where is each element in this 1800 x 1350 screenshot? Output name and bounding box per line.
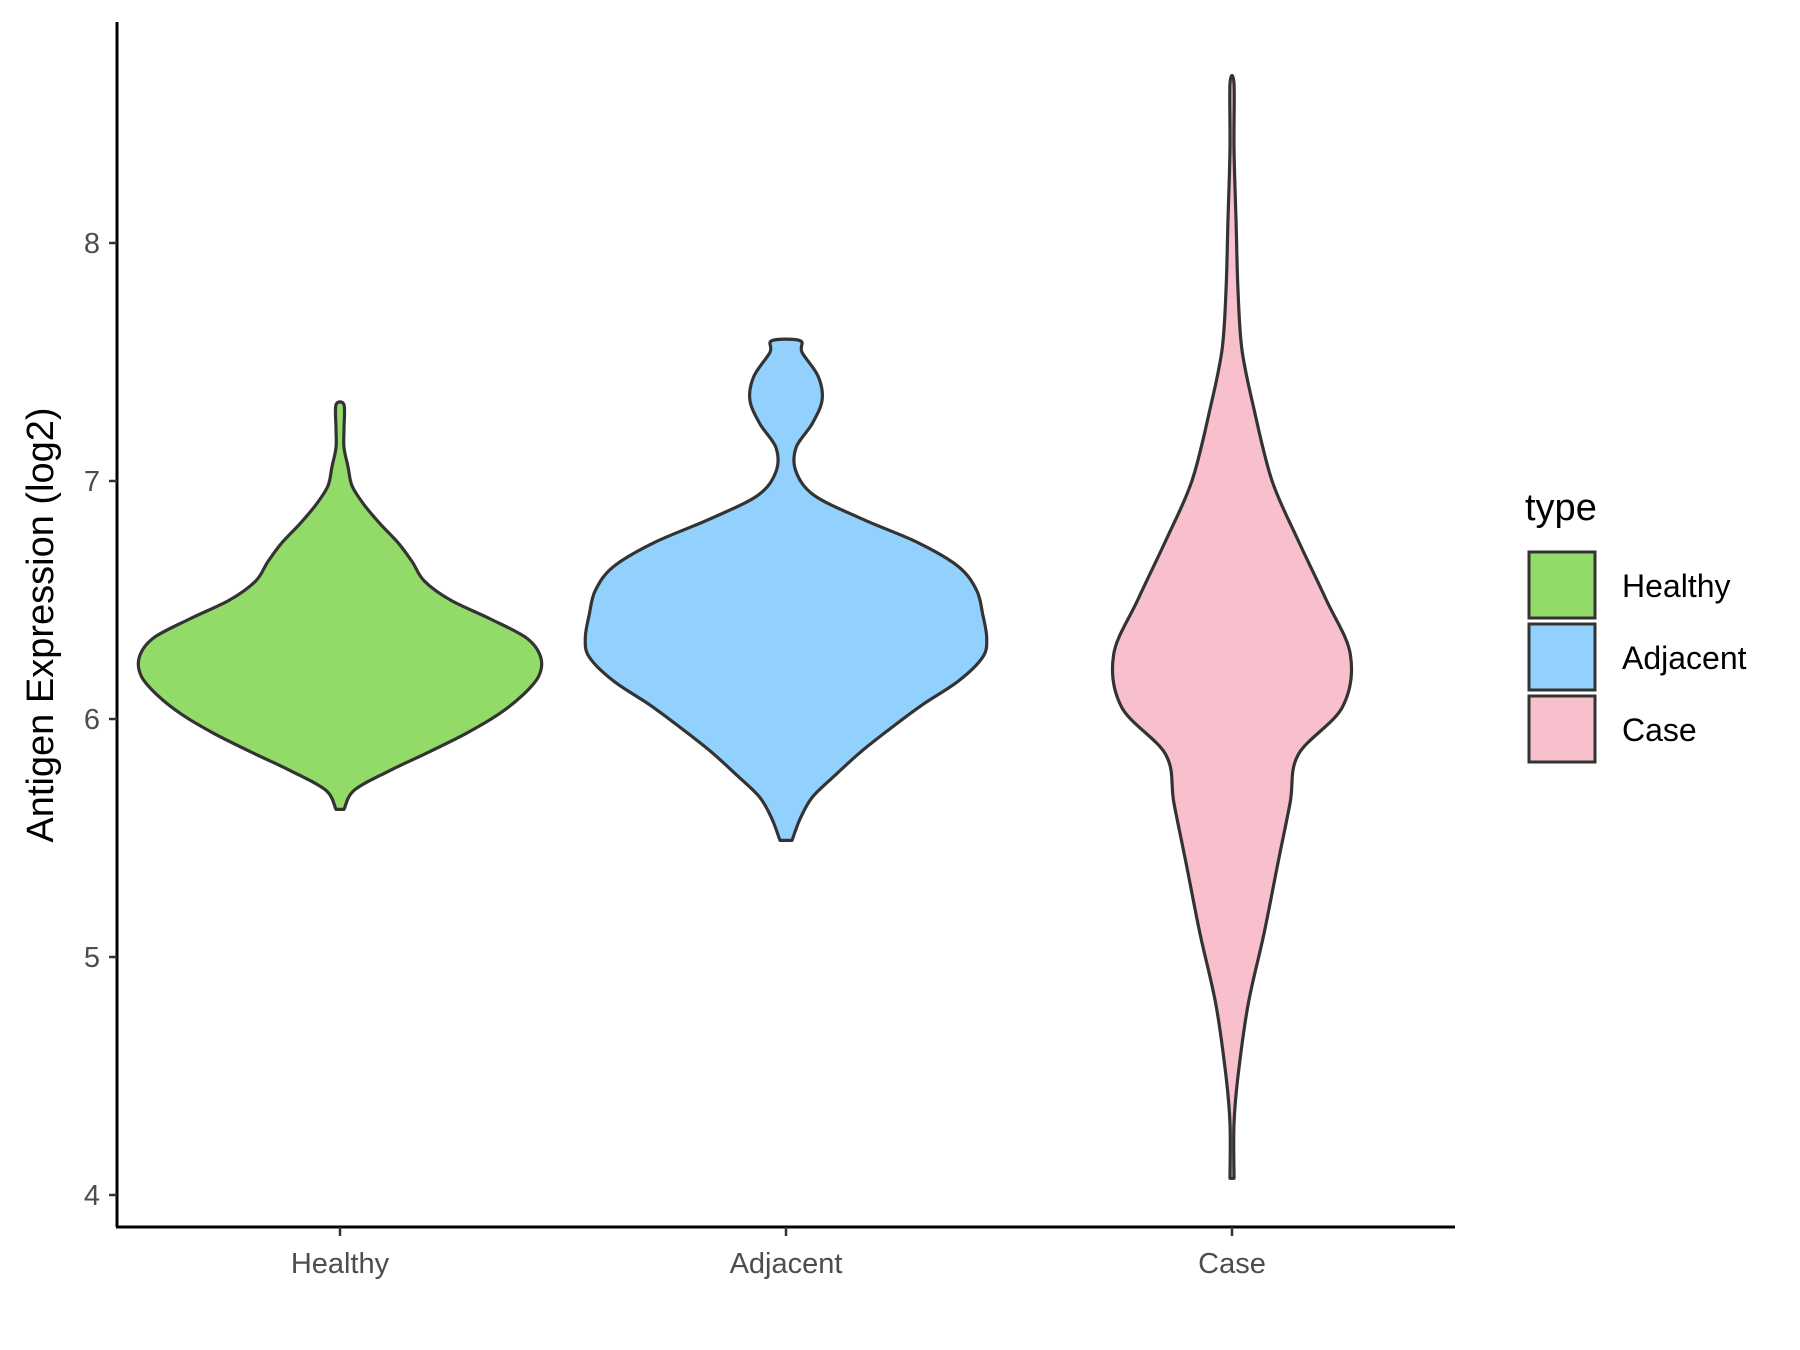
y-axis-ticks: 4 5 6 7 8 [84,228,117,1212]
y-tick-label: 7 [84,466,100,498]
x-tick-label: Healthy [291,1248,390,1280]
x-tick-label: Adjacent [730,1248,843,1280]
x-axis-ticks: Healthy Adjacent Case [291,1227,1266,1280]
legend-label-adjacent: Adjacent [1622,640,1747,676]
violin-healthy [136,400,544,811]
legend: type Healthy Adjacent Case [1525,487,1747,764]
legend-label-case: Case [1622,712,1697,748]
legend-title: type [1525,487,1597,529]
legend-items: Healthy Adjacent Case [1527,550,1747,764]
legend-key-adjacent [1527,622,1597,692]
y-tick-label: 5 [84,942,100,974]
legend-key-case [1527,694,1597,764]
violin-adjacent [583,337,989,842]
y-tick-label: 6 [84,704,100,736]
legend-key-healthy [1527,550,1597,620]
y-tick-label: 4 [84,1180,100,1212]
legend-label-healthy: Healthy [1622,568,1731,604]
y-tick-label: 8 [84,228,100,260]
x-tick-label: Case [1198,1248,1266,1280]
violin-case [1110,73,1354,1180]
y-axis-title: Antigen Expression (log2) [20,407,62,842]
violin-layer [136,73,1354,1180]
